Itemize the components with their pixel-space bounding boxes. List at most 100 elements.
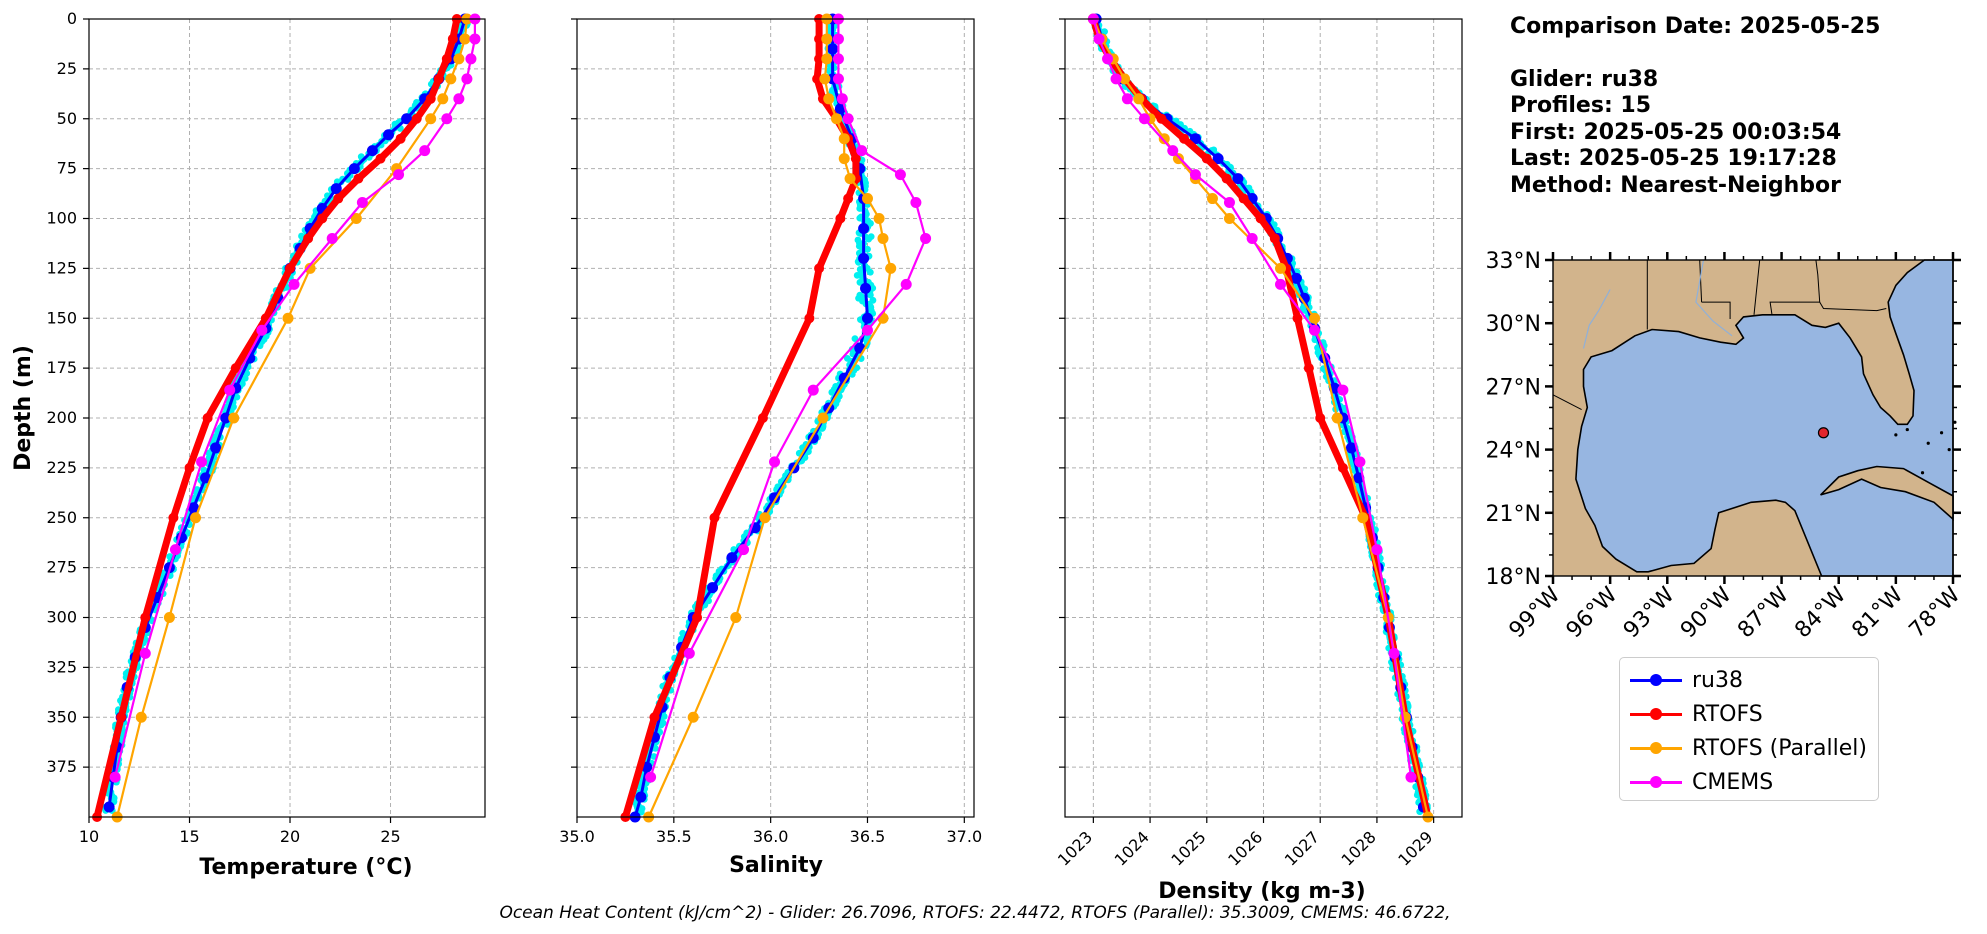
series-point — [709, 512, 720, 523]
series-point — [393, 169, 405, 181]
glider-sample-point — [855, 242, 863, 250]
y-tick-label: 100 — [46, 209, 77, 228]
series-point — [441, 113, 453, 125]
series-point — [1345, 442, 1357, 454]
series-point — [804, 313, 815, 324]
legend-label-rtofs: RTOFS — [1692, 701, 1763, 727]
x-tick-label: 1024 — [1111, 827, 1153, 869]
series-point — [139, 647, 151, 659]
y-tick-label: 125 — [46, 258, 77, 277]
y-tick-label: 325 — [46, 657, 77, 676]
legend-label-cmems: CMEMS — [1692, 769, 1774, 795]
series-point — [860, 282, 872, 294]
map-island — [1920, 471, 1925, 475]
map-border — [1699, 259, 1703, 303]
x-tick-label: 1023 — [1054, 827, 1096, 869]
series-point — [1156, 113, 1167, 124]
map-ocean — [1575, 259, 1954, 577]
series-point — [1223, 197, 1235, 209]
series-point — [1121, 93, 1133, 105]
series-point — [1371, 544, 1383, 556]
series-point — [726, 552, 738, 564]
y-tick-label: 225 — [46, 458, 77, 477]
map-island — [1947, 448, 1951, 452]
series-point — [433, 73, 444, 84]
series-point — [814, 263, 825, 274]
series-point — [757, 413, 768, 423]
y-tick-label: 300 — [46, 608, 77, 627]
series-point — [877, 312, 889, 324]
y-tick-label: 25 — [57, 59, 77, 78]
series-point — [1102, 53, 1114, 65]
series-point — [1238, 193, 1249, 204]
series-point — [842, 113, 854, 125]
y-tick-label: 75 — [57, 159, 77, 178]
series-point — [1309, 312, 1321, 324]
y-tick-label: 150 — [46, 308, 77, 327]
legend: ru38 RTOFS RTOFS (Parallel) CMEMS — [1619, 657, 1879, 801]
map-lon-label: 84°W — [1790, 582, 1851, 643]
series-point — [730, 612, 742, 623]
density-axis-label: Density (kg m-3) — [1158, 879, 1366, 904]
glider-sample-point — [851, 335, 859, 343]
y-tick-label: 0 — [67, 9, 77, 28]
series-point — [1290, 272, 1302, 284]
series-point — [649, 712, 660, 723]
series-point — [1172, 153, 1184, 165]
series-point — [103, 801, 115, 813]
series-point — [425, 113, 437, 125]
x-tick-label: 37.0 — [947, 827, 983, 846]
series-point — [1331, 412, 1343, 424]
series-point — [220, 412, 232, 424]
depth-axis-label: Depth (m) — [11, 345, 36, 471]
map-lon-label: 87°W — [1733, 582, 1794, 643]
last-time: Last: 2025-05-25 19:17:28 — [1510, 146, 1837, 171]
series-point — [202, 413, 213, 423]
series-point — [832, 53, 844, 65]
map-frame — [1552, 259, 1954, 577]
series-point — [228, 412, 240, 424]
series-point — [835, 213, 846, 224]
temperature-axis-label: Temperature (°C) — [199, 855, 412, 880]
series-point — [366, 145, 378, 157]
series-point — [469, 33, 481, 45]
glider-sample-point — [241, 374, 249, 382]
glider-sample-point — [865, 235, 873, 243]
series-line-cmems — [1092, 18, 1413, 778]
legend-label-ru38: ru38 — [1692, 667, 1743, 693]
series-point — [1110, 73, 1122, 85]
series-point — [812, 73, 823, 84]
legend-item-rtofs: RTOFS — [1630, 700, 1763, 728]
map-lat-label: 27°N — [1486, 375, 1541, 400]
series-point — [348, 163, 360, 175]
series-point — [1119, 73, 1131, 85]
series-point — [190, 512, 202, 524]
series-point — [687, 711, 699, 723]
series-point — [894, 169, 906, 181]
series-point — [1337, 384, 1349, 396]
first-time: First: 2025-05-25 00:03:54 — [1510, 119, 1842, 145]
series-point — [288, 278, 300, 290]
series-point — [230, 363, 241, 374]
glider-sample-point — [856, 278, 864, 286]
series-point — [200, 472, 212, 484]
series-point — [838, 153, 850, 165]
map-lat-label: 33°N — [1486, 249, 1541, 274]
glider-sample-point — [856, 205, 864, 212]
series-point — [834, 103, 846, 115]
series-point — [419, 145, 431, 157]
map-lat-label: 21°N — [1486, 502, 1541, 527]
x-tick-label: 35.5 — [656, 827, 692, 846]
y-tick-label: 50 — [57, 109, 77, 128]
map-lon-label: 96°W — [1562, 582, 1623, 643]
series-point — [1292, 313, 1303, 324]
series-point — [188, 502, 200, 514]
series-point — [821, 33, 833, 45]
series-point — [453, 93, 465, 105]
series-point — [821, 53, 833, 65]
series-point — [817, 412, 829, 424]
y-tick-label: 275 — [46, 558, 77, 577]
salinity-panel: 35.0 35.5 36.0 36.5 37.0 — [559, 13, 983, 846]
series-point — [356, 197, 368, 209]
